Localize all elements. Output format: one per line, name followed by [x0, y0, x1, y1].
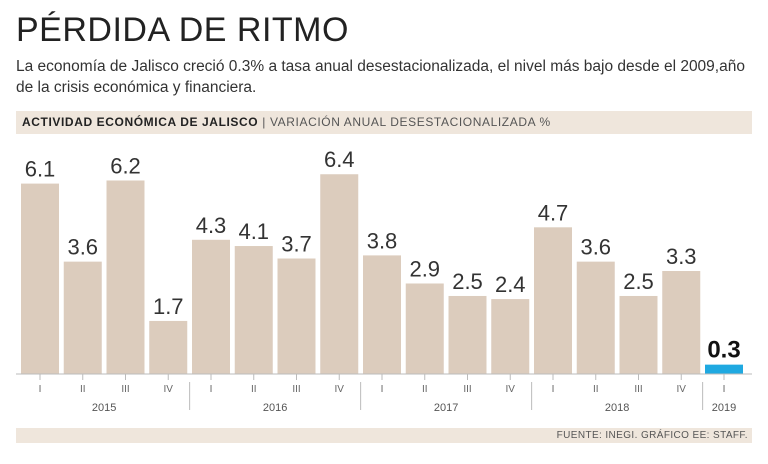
quarter-label-16: IV — [677, 384, 687, 395]
bar-6 — [234, 246, 273, 374]
quarter-label-11: III — [463, 384, 471, 395]
bar-1 — [21, 183, 59, 374]
value-label-8: 6.4 — [324, 147, 355, 172]
value-label-1: 6.1 — [25, 157, 56, 182]
bar-5 — [192, 239, 230, 374]
bar-17 — [705, 364, 743, 374]
bar-2 — [63, 261, 102, 374]
quarter-label-12: IV — [506, 384, 516, 395]
year-label-2017: 2017 — [434, 402, 458, 414]
bar-15 — [619, 295, 658, 374]
value-label-9: 3.8 — [367, 228, 398, 253]
quarter-label-1: I — [39, 384, 42, 395]
bar-9 — [363, 255, 401, 374]
quarter-label-13: I — [552, 384, 555, 395]
value-label-10: 2.9 — [409, 256, 440, 281]
quarter-label-15: III — [634, 384, 642, 395]
quarter-label-17: I — [723, 384, 726, 395]
value-label-7: 3.7 — [281, 232, 312, 257]
value-label-16: 3.3 — [666, 244, 697, 269]
year-label-2019: 2019 — [712, 402, 736, 414]
quarter-label-3: III — [121, 384, 129, 395]
chart-header-band: ACTIVIDAD ECONÓMICA DE JALISCO | VARIACIÓN… — [16, 111, 752, 134]
year-label-2015: 2015 — [92, 402, 116, 414]
value-label-2: 3.6 — [67, 235, 98, 260]
quarter-label-6: II — [251, 384, 257, 395]
year-label-2018: 2018 — [605, 402, 629, 414]
band-separator: | — [262, 115, 266, 129]
value-label-17: 0.3 — [707, 337, 740, 364]
bar-11 — [448, 295, 487, 374]
bar-13 — [534, 227, 572, 374]
bar-8 — [320, 174, 359, 374]
value-label-11: 2.5 — [452, 269, 483, 294]
quarter-label-4: IV — [164, 384, 174, 395]
bar-10 — [405, 283, 444, 374]
chart-title: PÉRDIDA DE RITMO — [16, 11, 349, 49]
value-label-6: 4.1 — [238, 219, 269, 244]
quarter-label-8: IV — [335, 384, 345, 395]
band-unit: VARIACIÓN ANUAL DESESTACIONALIZADA % — [269, 115, 551, 129]
quarter-label-7: III — [292, 384, 300, 395]
source-text: FUENTE: INEGI. GRÁFICO EE: STAFF. — [556, 430, 748, 441]
bar-16 — [662, 271, 701, 374]
value-label-4: 1.7 — [153, 294, 184, 319]
bar-14 — [576, 261, 615, 374]
quarter-label-14: II — [593, 384, 599, 395]
value-label-15: 2.5 — [623, 269, 654, 294]
chart-subtitle: La economía de Jalisco creció 0.3% a tas… — [16, 58, 745, 96]
quarter-label-10: II — [422, 384, 428, 395]
bar-4 — [149, 320, 188, 374]
band-title: ACTIVIDAD ECONÓMICA DE JALISCO — [22, 115, 259, 129]
bar-12 — [491, 299, 530, 374]
source-footer: FUENTE: INEGI. GRÁFICO EE: STAFF. — [16, 428, 752, 443]
value-label-12: 2.4 — [495, 272, 526, 297]
bar-3 — [106, 180, 145, 374]
quarter-label-9: I — [381, 384, 384, 395]
value-label-5: 4.3 — [196, 213, 227, 238]
bar-7 — [277, 258, 316, 374]
quarter-label-2: II — [80, 384, 86, 395]
value-label-14: 3.6 — [580, 235, 611, 260]
quarter-label-5: I — [210, 384, 213, 395]
value-label-3: 6.2 — [110, 153, 141, 178]
year-label-2016: 2016 — [263, 402, 287, 414]
value-label-13: 4.7 — [538, 200, 569, 225]
